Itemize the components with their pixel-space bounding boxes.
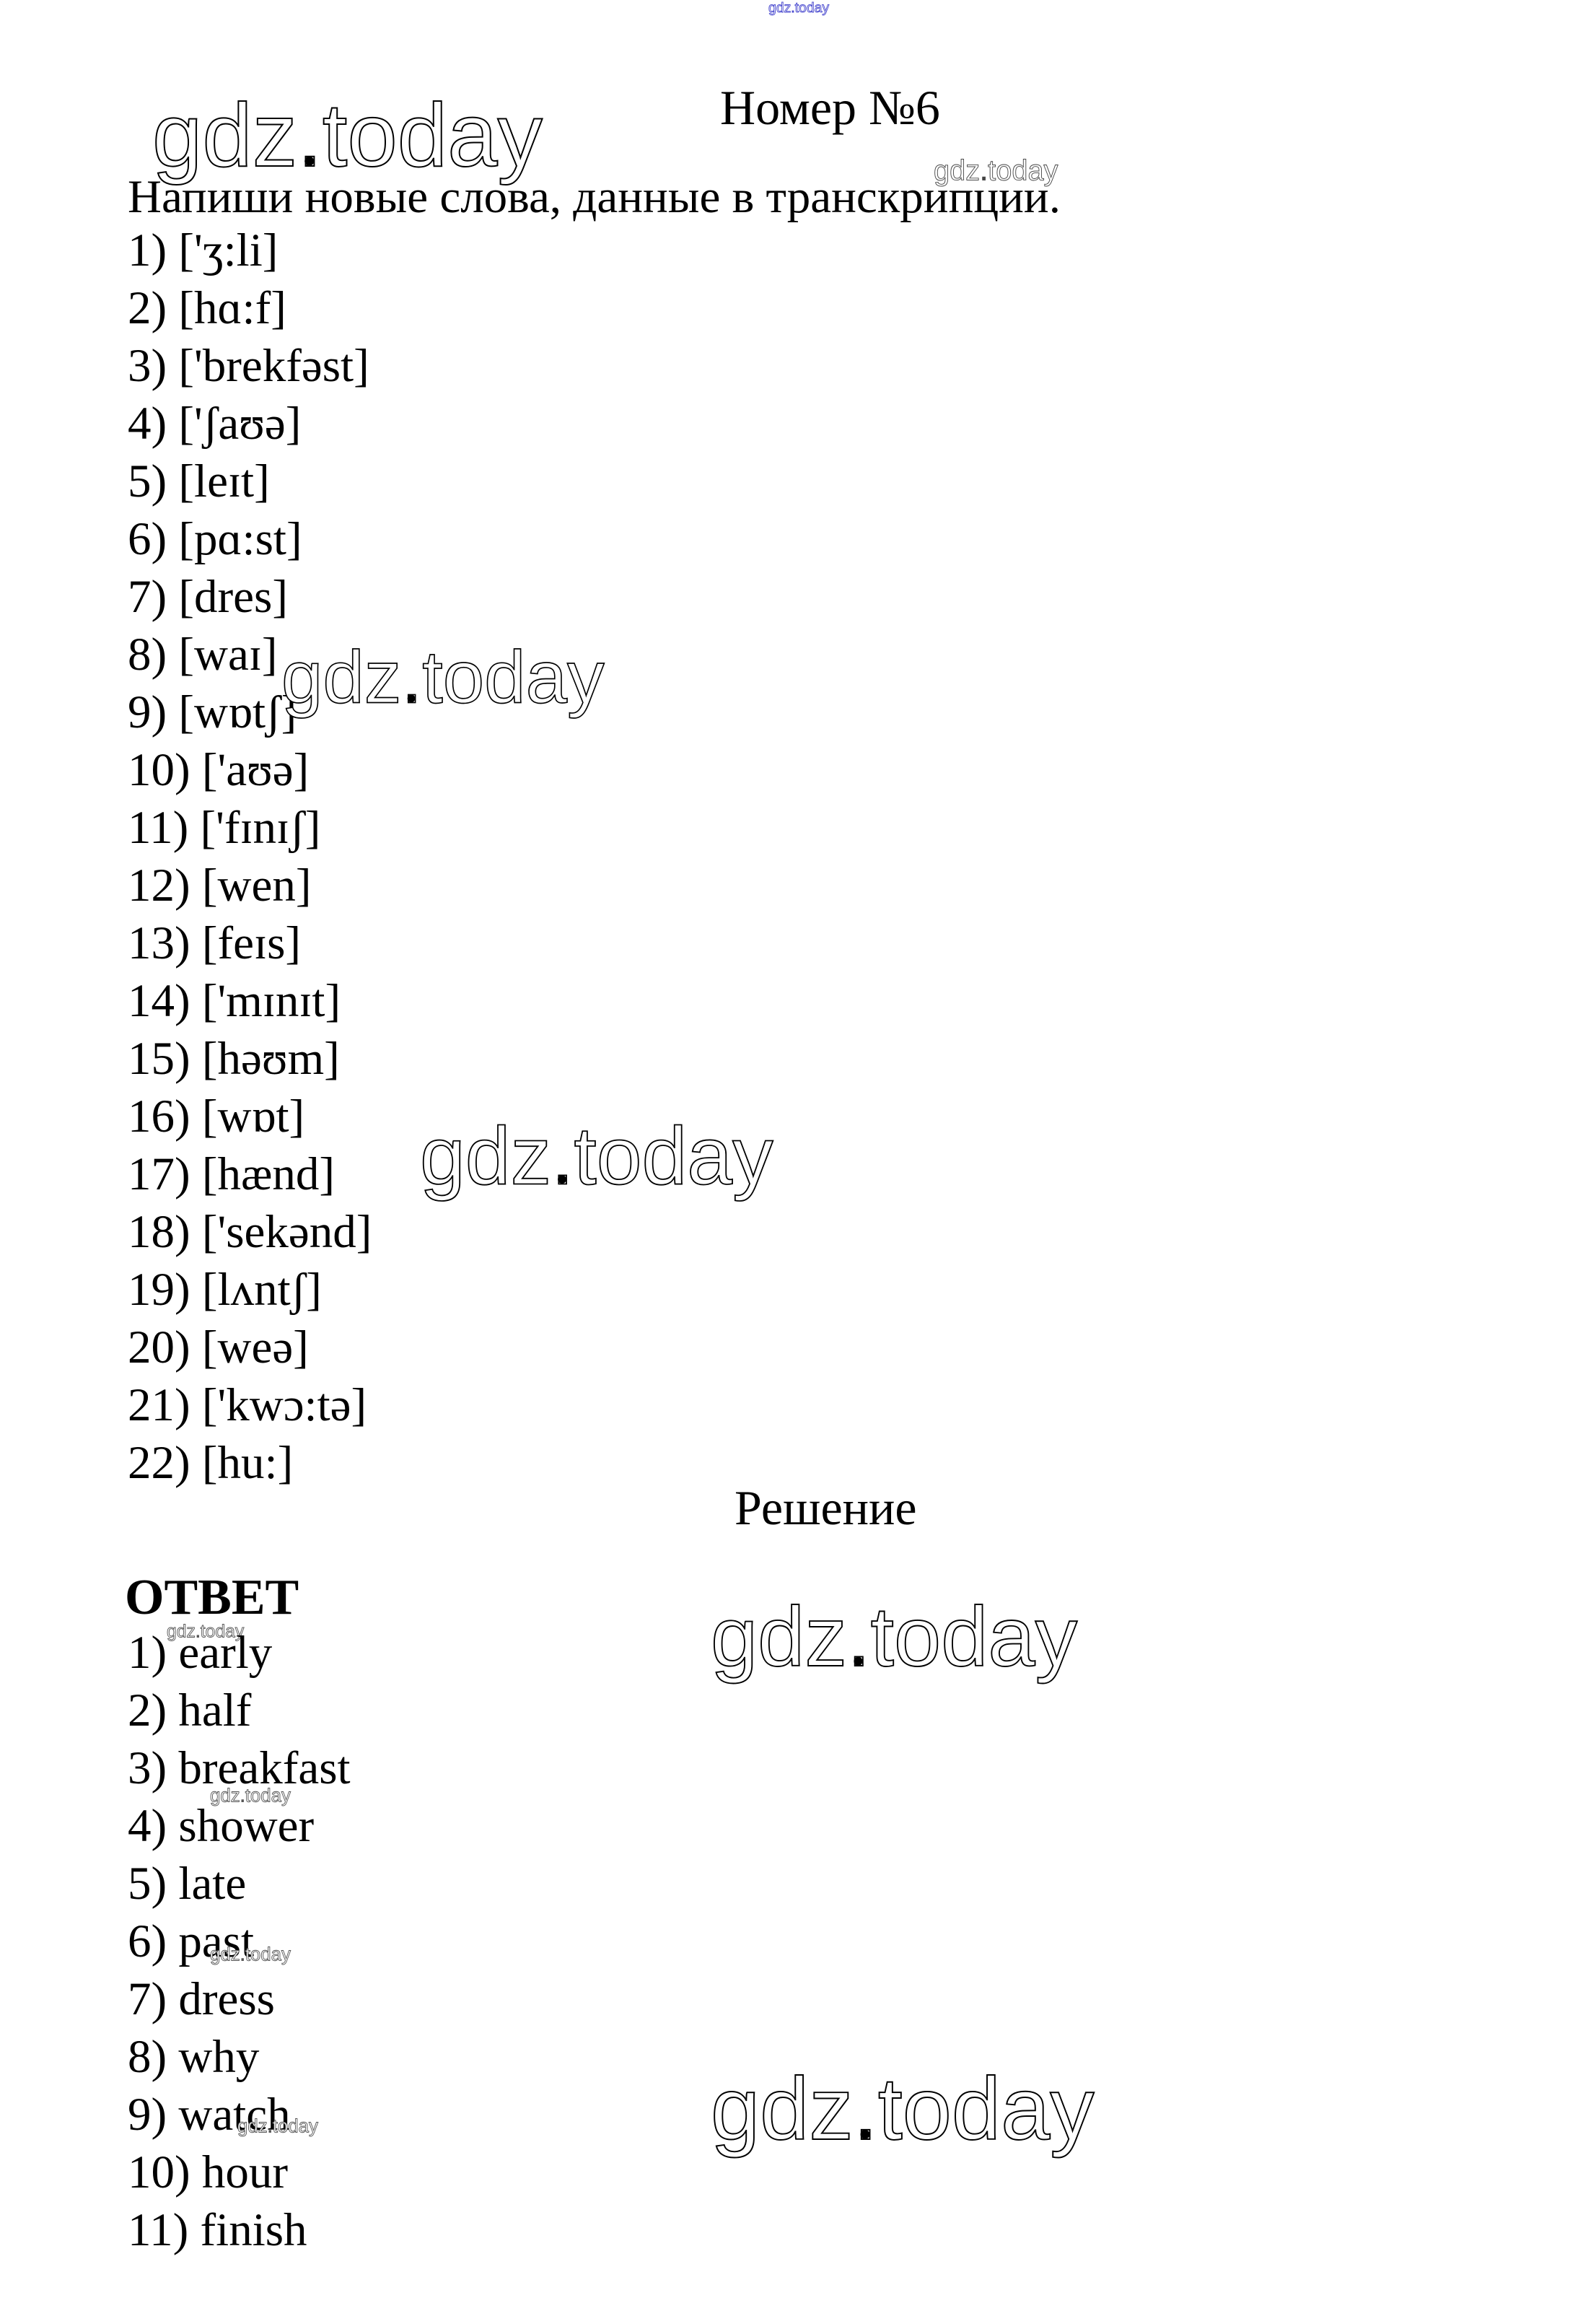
svg-text:gdz.today: gdz.today: [768, 0, 829, 16]
svg-text:gdz.today: gdz.today: [237, 2117, 318, 2137]
svg-text:gdz.today: gdz.today: [711, 2059, 1095, 2158]
svg-text:gdz.today: gdz.today: [420, 1110, 773, 1201]
svg-text:gdz.today: gdz.today: [711, 1589, 1078, 1684]
svg-text:gdz.today: gdz.today: [281, 636, 605, 719]
svg-text:gdz.today: gdz.today: [934, 155, 1058, 187]
svg-text:gdz.today: gdz.today: [210, 1786, 291, 1806]
svg-text:gdz.today: gdz.today: [210, 1945, 291, 1965]
